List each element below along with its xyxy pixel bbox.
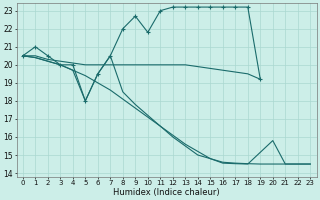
X-axis label: Humidex (Indice chaleur): Humidex (Indice chaleur) (113, 188, 220, 197)
